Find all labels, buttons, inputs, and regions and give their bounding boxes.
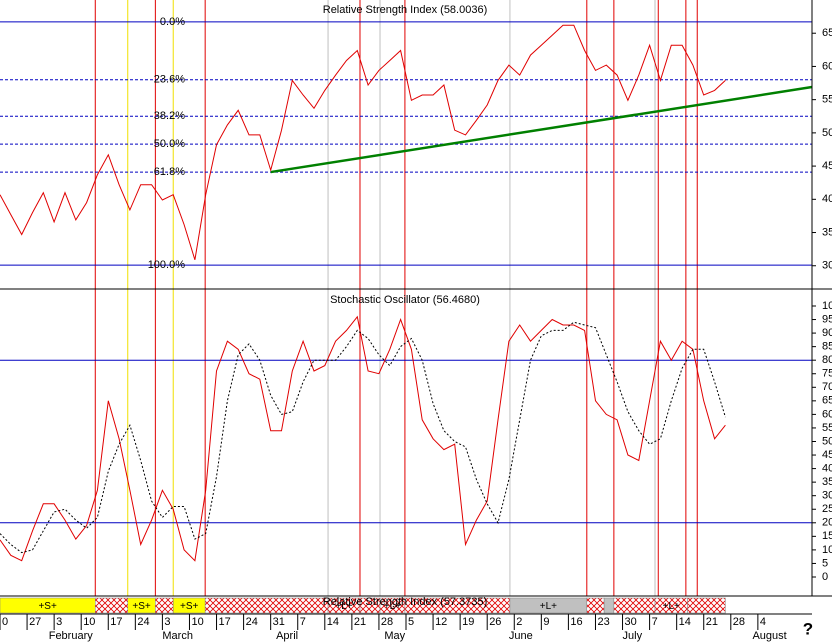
reference-label: 38.2%: [154, 110, 185, 122]
y-tick-label: 45: [822, 160, 832, 172]
month-label: May: [384, 630, 405, 642]
band: [204, 597, 329, 614]
x-tick-label: 27: [29, 616, 41, 628]
month-label: April: [276, 630, 298, 642]
x-tick-label: 7: [652, 616, 658, 628]
series-line: [0, 321, 726, 554]
band-label: +L+: [384, 601, 401, 612]
x-tick-label: 7: [300, 616, 306, 628]
band-label: +L+: [335, 601, 352, 612]
series-line: [0, 24, 726, 260]
x-tick-label: 2: [516, 616, 522, 628]
band-label: +L+: [540, 601, 557, 612]
chart-title: Stochastic Oscillator (56.4680): [330, 294, 480, 306]
y-tick-label: 55: [822, 94, 832, 106]
band-label: +S+: [38, 601, 57, 612]
y-tick-label: 20: [822, 517, 832, 529]
y-tick-label: 10: [822, 544, 832, 556]
month-label: March: [162, 630, 193, 642]
x-tick-label: 23: [597, 616, 609, 628]
x-tick-label: 14: [327, 616, 339, 628]
band: [586, 597, 605, 614]
x-tick-label: 10: [83, 616, 95, 628]
y-tick-label: 15: [822, 530, 832, 542]
y-tick-label: 90: [822, 327, 832, 339]
x-tick-label: 0: [2, 616, 8, 628]
reference-label: 50.0%: [154, 138, 185, 150]
band: [95, 597, 129, 614]
y-tick-label: 40: [822, 193, 832, 205]
month-label: August: [752, 630, 786, 642]
y-tick-label: 25: [822, 503, 832, 515]
y-tick-label: 30: [822, 260, 832, 272]
y-tick-label: 45: [822, 449, 832, 461]
x-tick-label: 4: [760, 616, 766, 628]
x-tick-label: 28: [381, 616, 393, 628]
y-tick-label: 100: [822, 300, 832, 312]
reference-label: 0.0%: [160, 16, 185, 28]
x-tick-label: 12: [435, 616, 447, 628]
y-tick-label: 55: [822, 422, 832, 434]
month-label: February: [49, 630, 94, 642]
y-tick-label: 70: [822, 381, 832, 393]
x-tick-label: 3: [56, 616, 62, 628]
y-tick-label: 85: [822, 341, 832, 353]
x-tick-label: 19: [462, 616, 474, 628]
y-tick-label: 50: [822, 435, 832, 447]
y-tick-label: 5: [822, 557, 828, 569]
chart-title: Relative Strength Index (58.0036): [323, 4, 488, 16]
y-tick-label: 40: [822, 462, 832, 474]
x-tick-label: 26: [489, 616, 501, 628]
band: [687, 597, 726, 614]
x-tick-label: 28: [733, 616, 745, 628]
x-tick-label: 21: [354, 616, 366, 628]
y-tick-label: 60: [822, 408, 832, 420]
x-tick-label: 16: [570, 616, 582, 628]
x-tick-label: 30: [625, 616, 637, 628]
y-tick-label: 60: [822, 60, 832, 72]
band-label: +L+: [663, 601, 680, 612]
reference-label: 61.8%: [154, 166, 185, 178]
y-tick-label: 35: [822, 226, 832, 238]
x-tick-label: 5: [408, 616, 414, 628]
x-tick-label: 31: [273, 616, 285, 628]
band: [613, 597, 656, 614]
trendline: [270, 85, 813, 174]
x-tick-label: 21: [706, 616, 718, 628]
y-tick-label: 65: [822, 395, 832, 407]
band: [603, 597, 615, 614]
y-tick-label: 75: [822, 368, 832, 380]
x-tick-label: 3: [164, 616, 170, 628]
series-line: [0, 315, 726, 562]
y-tick-label: 0: [822, 571, 828, 583]
x-tick-label: 24: [246, 616, 258, 628]
band-label: +S+: [132, 601, 151, 612]
reference-label: 100.0%: [148, 259, 186, 271]
y-tick-label: 30: [822, 490, 832, 502]
y-tick-label: 65: [822, 27, 832, 39]
x-tick-label: 9: [543, 616, 549, 628]
help-icon[interactable]: ?: [803, 619, 813, 638]
band-label: +S+: [180, 601, 199, 612]
band: [155, 597, 174, 614]
x-tick-label: 14: [679, 616, 691, 628]
x-tick-label: 17: [219, 616, 231, 628]
x-tick-label: 17: [110, 616, 122, 628]
x-tick-label: 24: [137, 616, 149, 628]
month-label: July: [623, 630, 643, 642]
x-tick-label: 10: [191, 616, 203, 628]
y-tick-label: 35: [822, 476, 832, 488]
band-title: Relative Strength Index (57.3735): [323, 596, 488, 608]
y-tick-label: 50: [822, 127, 832, 139]
month-label: June: [509, 630, 533, 642]
reference-label: 23.6%: [154, 74, 185, 86]
y-tick-label: 95: [822, 313, 832, 325]
y-tick-label: 80: [822, 354, 832, 366]
